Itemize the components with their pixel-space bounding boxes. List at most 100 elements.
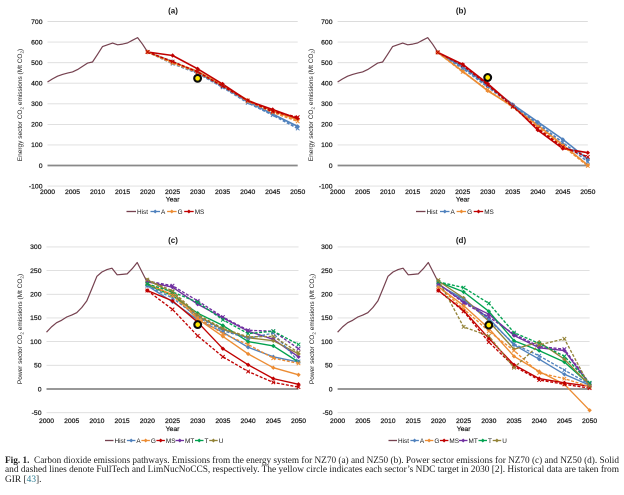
svg-text:600: 600 (321, 39, 333, 46)
svg-text:100: 100 (321, 339, 333, 346)
svg-text:2000: 2000 (330, 418, 345, 425)
svg-text:2050: 2050 (582, 418, 597, 425)
svg-text:150: 150 (321, 315, 333, 322)
svg-text:2035: 2035 (215, 418, 230, 425)
svg-text:2045: 2045 (555, 189, 570, 196)
svg-text:2005: 2005 (65, 189, 80, 196)
svg-text:-50: -50 (32, 410, 42, 417)
svg-text:2030: 2030 (481, 418, 496, 425)
svg-text:300: 300 (321, 244, 333, 251)
svg-text:T: T (488, 438, 492, 445)
svg-text:400: 400 (321, 81, 333, 88)
svg-text:-100: -100 (29, 183, 43, 190)
svg-text:300: 300 (30, 244, 42, 251)
svg-text:Energy sector CO2 emissions (M: Energy sector CO2 emissions (Mt CO2) (308, 49, 315, 161)
svg-text:2040: 2040 (532, 418, 547, 425)
svg-text:A: A (136, 438, 141, 445)
svg-text:2020: 2020 (431, 418, 446, 425)
svg-text:G: G (434, 438, 439, 445)
svg-text:Hist: Hist (398, 438, 409, 445)
svg-text:G: G (467, 209, 472, 216)
svg-text:Power sector CO2 emissions (Mt: Power sector CO2 emissions (Mt CO2) (17, 274, 24, 384)
svg-text:U: U (219, 438, 224, 445)
svg-text:700: 700 (31, 19, 43, 26)
svg-text:100: 100 (321, 142, 333, 149)
svg-text:Year: Year (166, 197, 180, 204)
svg-text:(d): (d) (456, 236, 467, 245)
svg-text:2045: 2045 (557, 418, 572, 425)
svg-text:2015: 2015 (406, 418, 421, 425)
svg-text:A: A (161, 209, 166, 216)
svg-text:2015: 2015 (115, 418, 130, 425)
svg-text:2000: 2000 (39, 418, 54, 425)
svg-text:Year: Year (456, 197, 470, 204)
svg-text:700: 700 (321, 19, 333, 26)
svg-text:MT: MT (185, 438, 194, 445)
svg-text:2015: 2015 (405, 189, 420, 196)
svg-text:(c): (c) (168, 236, 178, 245)
svg-text:G: G (178, 209, 183, 216)
svg-text:MS: MS (484, 209, 494, 216)
svg-text:2050: 2050 (291, 418, 306, 425)
svg-text:2020: 2020 (140, 418, 155, 425)
svg-text:50: 50 (325, 363, 333, 370)
svg-text:250: 250 (321, 268, 333, 275)
svg-text:2030: 2030 (190, 418, 205, 425)
svg-text:300: 300 (31, 101, 43, 108)
svg-text:2000: 2000 (330, 189, 345, 196)
svg-text:150: 150 (30, 315, 42, 322)
svg-text:2010: 2010 (380, 418, 395, 425)
svg-text:2030: 2030 (480, 189, 495, 196)
svg-text:200: 200 (31, 122, 43, 129)
svg-text:2030: 2030 (190, 189, 205, 196)
svg-text:0: 0 (39, 163, 43, 170)
svg-text:2005: 2005 (355, 189, 370, 196)
svg-text:2020: 2020 (140, 189, 155, 196)
svg-text:U: U (502, 438, 507, 445)
svg-text:2025: 2025 (455, 189, 470, 196)
svg-text:2015: 2015 (115, 189, 130, 196)
svg-text:300: 300 (321, 101, 333, 108)
svg-text:-100: -100 (319, 183, 333, 190)
svg-text:Year: Year (166, 426, 180, 433)
svg-text:0: 0 (329, 386, 333, 393)
svg-text:600: 600 (31, 39, 43, 46)
svg-text:T: T (205, 438, 209, 445)
svg-text:A: A (451, 209, 456, 216)
svg-text:2010: 2010 (90, 189, 105, 196)
svg-text:2010: 2010 (380, 189, 395, 196)
svg-text:0: 0 (329, 163, 333, 170)
svg-text:MT: MT (469, 438, 478, 445)
svg-text:Year: Year (457, 426, 471, 433)
svg-text:0: 0 (38, 386, 42, 393)
svg-text:2050: 2050 (580, 189, 595, 196)
svg-text:2010: 2010 (89, 418, 104, 425)
svg-text:A: A (420, 438, 425, 445)
svg-text:2005: 2005 (64, 418, 79, 425)
svg-text:2000: 2000 (40, 189, 55, 196)
svg-text:G: G (151, 438, 156, 445)
svg-text:2035: 2035 (215, 189, 230, 196)
svg-text:100: 100 (30, 339, 42, 346)
svg-text:MS: MS (195, 209, 205, 216)
svg-text:Energy sector CO2 emissions (M: Energy sector CO2 emissions (Mt CO2) (17, 49, 24, 161)
svg-text:2020: 2020 (430, 189, 445, 196)
svg-text:2005: 2005 (355, 418, 370, 425)
svg-text:200: 200 (321, 292, 333, 299)
svg-text:-50: -50 (323, 410, 333, 417)
svg-text:(a): (a) (168, 6, 178, 15)
svg-text:Hist: Hist (137, 209, 148, 216)
svg-text:2040: 2040 (241, 418, 256, 425)
svg-text:2045: 2045 (265, 189, 280, 196)
svg-text:Hist: Hist (115, 438, 126, 445)
svg-text:500: 500 (31, 60, 43, 67)
svg-text:2040: 2040 (530, 189, 545, 196)
svg-text:100: 100 (31, 142, 43, 149)
svg-text:200: 200 (30, 292, 42, 299)
svg-text:500: 500 (321, 60, 333, 67)
svg-text:2045: 2045 (266, 418, 281, 425)
svg-text:2050: 2050 (290, 189, 305, 196)
svg-text:2025: 2025 (456, 418, 471, 425)
svg-text:250: 250 (30, 268, 42, 275)
svg-text:2035: 2035 (506, 418, 521, 425)
